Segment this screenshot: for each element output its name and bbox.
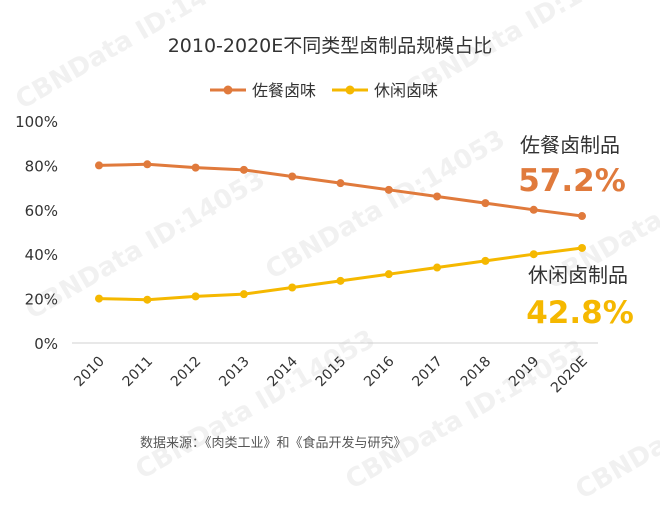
data-point (529, 205, 538, 214)
annotation-value-1: 57.2% (518, 163, 626, 199)
x-tick-label: 2018 (458, 354, 495, 391)
x-tick-label: 2014 (265, 353, 302, 390)
data-point (481, 199, 490, 208)
x-tick-label: 2016 (361, 353, 398, 390)
line-chart: 2010-2020E不同类型卤制品规模占比 佐餐卤味 休闲卤味 0% 20% 40%… (15, 35, 634, 451)
y-tick-label: 40% (25, 246, 58, 264)
source-note: 数据来源：《肉类工业》和《食品开发与研究》 (140, 435, 407, 451)
y-axis: 0% 20% 40% 60% 80% 100% (15, 113, 58, 353)
series-2 (95, 243, 586, 304)
series-line-2 (98, 246, 583, 302)
x-tick-label: 2020E (548, 354, 591, 397)
data-point (143, 160, 152, 169)
x-tick-label: 2013 (216, 354, 253, 391)
data-point (288, 283, 297, 292)
annotation-series-1: 佐餐卤制品 57.2% (518, 133, 626, 199)
legend-marker-series-1 (223, 85, 233, 95)
series-1 (95, 160, 586, 221)
x-tick-label: 2011 (120, 354, 157, 391)
data-point (336, 179, 345, 188)
y-tick-label: 60% (25, 202, 58, 220)
annotation-label-2: 休闲卤制品 (528, 263, 628, 287)
data-point (433, 263, 442, 272)
data-point (239, 290, 248, 299)
data-point (239, 165, 248, 174)
y-tick-label: 20% (25, 291, 58, 309)
annotation-label-1: 佐餐卤制品 (520, 133, 620, 157)
x-axis: 2010 2011 2012 2013 2014 2015 2016 2017 2018 2019… (71, 353, 591, 396)
y-tick-label: 80% (25, 157, 58, 175)
y-tick-label: 100% (15, 113, 58, 131)
x-tick-label: 2019 (506, 354, 543, 391)
data-point (191, 163, 200, 172)
data-point (578, 212, 586, 221)
data-point (384, 185, 393, 194)
x-tick-label: 2015 (313, 354, 350, 391)
data-point (95, 161, 103, 170)
legend-marker-series-2 (345, 85, 355, 95)
x-tick-label: 2010 (71, 354, 108, 391)
annotation-value-2: 42.8% (526, 295, 634, 331)
data-point (578, 243, 586, 252)
plot-area (95, 160, 586, 304)
data-point (288, 172, 297, 181)
chart-title: 2010-2020E不同类型卤制品规模占比 (168, 35, 493, 57)
y-tick-label: 0% (34, 335, 58, 353)
data-point (336, 276, 345, 285)
data-point (95, 294, 103, 303)
x-tick-label: 2017 (409, 354, 446, 391)
legend-label-series-2: 休闲卤味 (374, 81, 438, 100)
annotation-series-2: 休闲卤制品 42.8% (526, 263, 634, 331)
legend: 佐餐卤味 休闲卤味 (210, 81, 438, 100)
data-point (384, 270, 393, 279)
data-point (481, 256, 490, 265)
data-point (191, 292, 200, 301)
data-point (143, 295, 152, 304)
x-tick-label: 2012 (168, 354, 205, 391)
series-line-1 (98, 162, 583, 218)
legend-label-series-1: 佐餐卤味 (252, 81, 316, 100)
data-point (433, 192, 442, 201)
data-point (529, 250, 538, 259)
